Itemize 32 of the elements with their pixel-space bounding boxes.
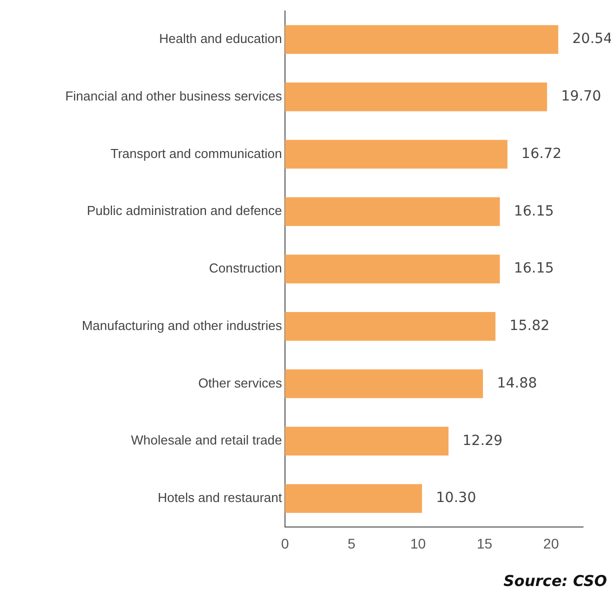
y-tick-label: Manufacturing and other industries — [82, 318, 282, 333]
bar — [285, 82, 548, 112]
data-label: 16.15 — [514, 260, 554, 277]
y-tick-label: Hotels and restaurant — [158, 490, 282, 506]
data-label: 12.29 — [462, 432, 503, 449]
y-tick-label: Other services — [198, 375, 282, 390]
y-tick-label: Public administration and defence — [86, 203, 282, 218]
bar — [285, 484, 422, 513]
bar — [285, 312, 496, 341]
data-label: 19.70 — [561, 88, 602, 105]
y-tick-label: Wholesale and retail trade — [130, 432, 282, 448]
bar — [285, 426, 448, 456]
bar — [285, 25, 558, 54]
bar — [285, 254, 500, 284]
bar — [285, 369, 483, 398]
bar — [285, 140, 508, 169]
y-tick-label: Transport and communication — [110, 146, 282, 161]
data-label: 16.15 — [514, 203, 554, 220]
y-tick-label: Construction — [209, 260, 282, 276]
y-tick-label: Financial and other business services — [65, 88, 282, 104]
data-label: 10.30 — [436, 490, 476, 506]
data-label: 16.72 — [521, 146, 562, 162]
y-tick-label: Health and education — [159, 31, 282, 46]
data-label: 15.82 — [509, 318, 550, 334]
x-tick-label: 15 — [476, 535, 493, 552]
source-note: Source: CSO — [504, 572, 607, 590]
bar — [285, 197, 500, 226]
data-label: 14.88 — [496, 375, 538, 392]
x-tick-label: 20 — [543, 535, 560, 552]
x-tick-label: 0 — [281, 535, 290, 552]
x-tick-label: 10 — [410, 535, 426, 552]
x-tick-label: 5 — [348, 535, 356, 552]
